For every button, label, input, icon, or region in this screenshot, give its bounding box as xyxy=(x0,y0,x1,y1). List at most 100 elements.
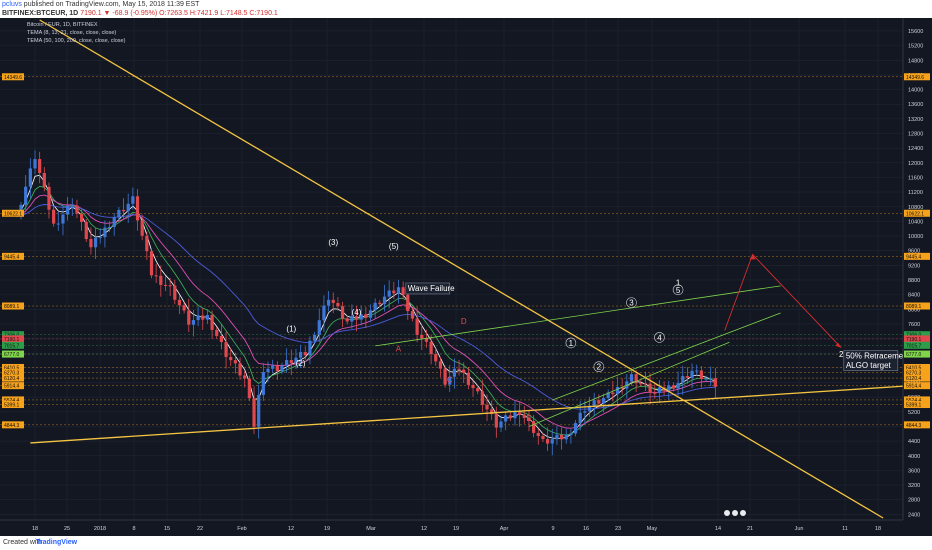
chart-nav-buttons xyxy=(724,510,746,516)
footer-bar: Created with TradingView xyxy=(0,536,932,550)
candle xyxy=(257,384,261,439)
price-level-tag-right xyxy=(904,396,930,404)
time-tick-label: May xyxy=(647,526,658,532)
candle-body xyxy=(326,299,331,306)
price-level-text-left: 6270.3 xyxy=(4,371,20,377)
annotation-label: 4 xyxy=(657,333,662,342)
candle-body xyxy=(266,368,270,373)
candle xyxy=(648,373,652,405)
candle xyxy=(103,220,107,248)
annotation-label: 1 xyxy=(676,278,681,287)
nav-button-3[interactable] xyxy=(740,510,746,516)
candle xyxy=(504,411,508,431)
price-level-text-right: 6410.5 xyxy=(906,365,922,371)
price-tick-label: 8400 xyxy=(908,293,920,299)
price-level-text-right: 5914.4 xyxy=(906,384,922,390)
candle-body xyxy=(429,341,433,355)
candle xyxy=(536,428,540,445)
candle-body xyxy=(191,320,196,325)
candle xyxy=(387,280,391,309)
candle-body xyxy=(121,209,126,212)
nav-button-2[interactable] xyxy=(732,510,738,516)
price-tick-label: 13600 xyxy=(908,102,923,108)
candle xyxy=(508,412,512,422)
price-tick-label: 10000 xyxy=(908,234,923,240)
candle xyxy=(28,158,32,199)
candle-body xyxy=(271,365,275,369)
candle-body xyxy=(140,220,144,236)
candle-body xyxy=(24,186,28,205)
candle xyxy=(117,207,121,221)
price-level-text-right: 10622.1 xyxy=(906,211,924,217)
price-level-text-left: 6410.5 xyxy=(4,365,20,371)
annotation-label: (5) xyxy=(389,242,399,251)
candle xyxy=(317,308,321,343)
candle xyxy=(415,306,419,343)
time-tick-label: 14 xyxy=(715,526,721,532)
price-level-text-right: 6777.0 xyxy=(906,352,922,358)
tradingview-logo[interactable]: TradingView xyxy=(36,539,78,546)
time-tick-label: Mar xyxy=(366,526,376,532)
candle-body xyxy=(434,354,438,362)
candle-body xyxy=(182,305,186,311)
price-level-tag-left xyxy=(2,331,24,339)
time-tick-label: 11 xyxy=(842,526,848,532)
candle xyxy=(107,221,112,232)
candle xyxy=(112,213,116,236)
ohlc-values: 7190.1 ▼ -68.9 (-0.95%) O:7263.5 H:7421.… xyxy=(80,10,278,17)
candle xyxy=(578,401,582,431)
candle xyxy=(168,277,172,296)
annotation-label: 2 xyxy=(839,350,844,359)
nav-button-1[interactable] xyxy=(724,510,730,516)
candle-body xyxy=(294,357,298,364)
candle xyxy=(145,231,149,260)
candle xyxy=(163,276,168,292)
time-axis-panel[interactable] xyxy=(0,520,932,536)
candle xyxy=(569,429,573,444)
candle xyxy=(671,382,676,392)
price-tick-label: 8800 xyxy=(908,278,920,284)
price-level-tag-left xyxy=(2,350,24,358)
annotation-box xyxy=(843,350,899,371)
candle-body xyxy=(578,412,582,424)
publisher-name[interactable]: pcluvs xyxy=(2,1,22,8)
price-tick-label: 11200 xyxy=(908,190,923,196)
candle xyxy=(466,366,470,390)
price-level-text-right: 9445.4 xyxy=(906,254,922,260)
price-level-text-right: 6120.4 xyxy=(906,376,922,382)
price-axis-panel[interactable] xyxy=(903,18,932,520)
candle-body xyxy=(685,376,689,378)
candle-body xyxy=(345,318,349,322)
candle xyxy=(224,331,228,369)
candle xyxy=(289,349,293,376)
candle-body xyxy=(699,370,703,379)
candle-body xyxy=(536,432,540,436)
time-axis[interactable]: 18 25 2018 8 15 22 Feb 12 19 Mar 12 19 Apr 9 16 23 May 14… xyxy=(32,526,881,532)
candle-body xyxy=(401,287,405,295)
price-level-tag-left xyxy=(2,252,24,260)
candle-body xyxy=(420,334,424,339)
price-tick-label: 14800 xyxy=(908,58,923,64)
candle xyxy=(634,369,638,393)
candle xyxy=(541,433,545,442)
candle xyxy=(522,406,526,424)
candle xyxy=(615,376,620,406)
candle xyxy=(518,401,522,427)
candle-body xyxy=(107,226,112,228)
candle-body xyxy=(275,365,279,372)
candle-body xyxy=(66,205,70,215)
price-tick-label: 11600 xyxy=(908,175,923,181)
price-level-tag-right xyxy=(904,374,930,382)
candle-body xyxy=(457,368,461,370)
time-tick-label: 18 xyxy=(875,526,881,532)
price-level-text-left: 10622.1 xyxy=(4,211,22,217)
candle-body xyxy=(154,275,158,277)
candle-body xyxy=(704,378,708,380)
candle-body xyxy=(396,287,401,294)
price-tick-label: 7600 xyxy=(908,322,920,328)
candle-body xyxy=(201,315,205,320)
candle-body xyxy=(187,310,191,325)
price-level-text-right: 7190.1 xyxy=(906,337,922,343)
candle xyxy=(550,428,554,456)
